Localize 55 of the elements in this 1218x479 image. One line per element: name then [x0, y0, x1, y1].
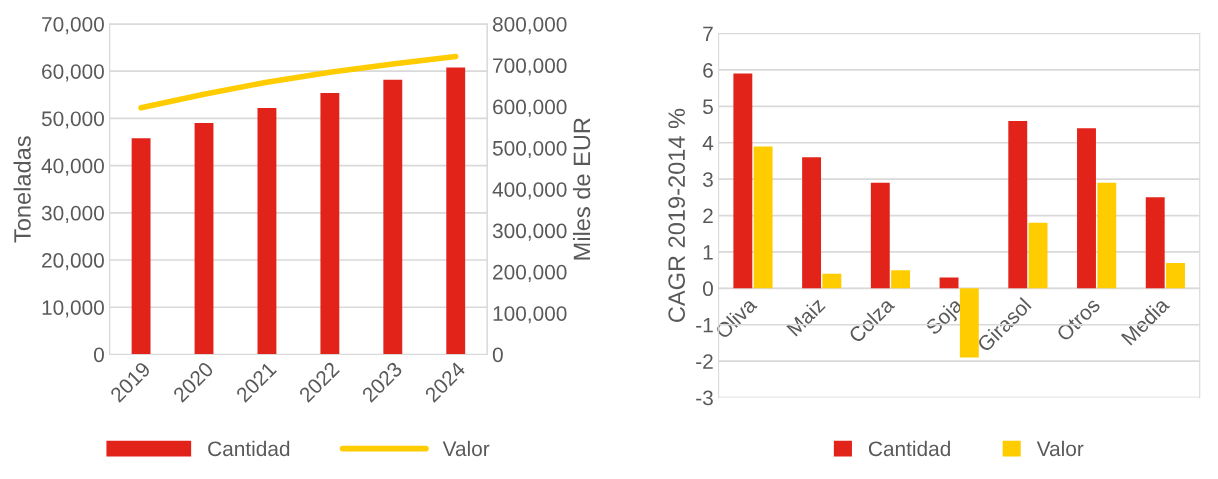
y2-tick-label: 0 — [492, 347, 503, 363]
y-tick-label: -1 — [696, 317, 713, 333]
bar — [1145, 197, 1165, 289]
bar — [822, 273, 842, 289]
y-tick-label: 70,000 — [42, 16, 104, 35]
y-tick-label: 1 — [703, 245, 713, 260]
y2-tick-label: 800,000 — [492, 16, 567, 35]
y-axis-title: Toneladas — [13, 136, 31, 243]
bar — [257, 107, 277, 355]
legend-label: Valor — [442, 440, 490, 457]
bar — [802, 157, 822, 289]
y-tick-label: 20,000 — [42, 253, 104, 271]
bar — [891, 270, 911, 289]
bar — [194, 123, 214, 355]
bar — [131, 138, 151, 355]
y2-tick-label: 700,000 — [493, 58, 567, 76]
y-tick-label: 10,000 — [42, 300, 104, 318]
bar — [959, 288, 979, 358]
y2-tick-label: 100,000 — [493, 306, 567, 324]
bar — [753, 146, 773, 289]
legend-label: Cantidad — [868, 440, 950, 457]
y-tick-label: 3 — [702, 172, 713, 187]
y-tick-label: 50,000 — [41, 111, 104, 129]
y2-tick-label: 400,000 — [492, 182, 567, 200]
y-tick-label: 6 — [703, 62, 713, 78]
y-tick-label: 40,000 — [41, 158, 104, 176]
y2-axis-title: Miles de EUR — [572, 118, 591, 260]
y2-tick-label: 600,000 — [493, 99, 567, 117]
y-tick-label: 30,000 — [41, 205, 104, 224]
y-tick-label: 0 — [702, 281, 713, 297]
bar — [1077, 128, 1096, 289]
bar — [383, 79, 403, 355]
bar — [446, 67, 466, 355]
y-tick-label: 7 — [703, 26, 713, 42]
bar — [320, 92, 340, 355]
bar — [870, 182, 890, 289]
y2-tick-label: 300,000 — [492, 223, 567, 241]
y-tick-label: 4 — [702, 135, 714, 151]
y2-tick-label: 200,000 — [493, 264, 567, 283]
y-tick-label: -3 — [696, 390, 713, 406]
bar — [1166, 262, 1185, 289]
y-tick-label: 5 — [703, 99, 713, 115]
y-tick-label: 60,000 — [42, 64, 104, 82]
bar — [939, 277, 959, 289]
legend-label: Cantidad — [208, 440, 290, 457]
y-tick-label: 2 — [703, 208, 713, 224]
bar — [1097, 182, 1117, 289]
legend-label: Valor — [1036, 440, 1084, 457]
y-axis-title: CAGR 2019-2014 % — [668, 108, 686, 322]
y-tick-label: -2 — [696, 354, 713, 369]
y-tick-label: 0 — [93, 347, 104, 363]
bar — [1028, 222, 1048, 289]
bar — [1008, 120, 1028, 289]
y2-tick-label: 500,000 — [492, 140, 567, 159]
bar — [733, 73, 753, 289]
